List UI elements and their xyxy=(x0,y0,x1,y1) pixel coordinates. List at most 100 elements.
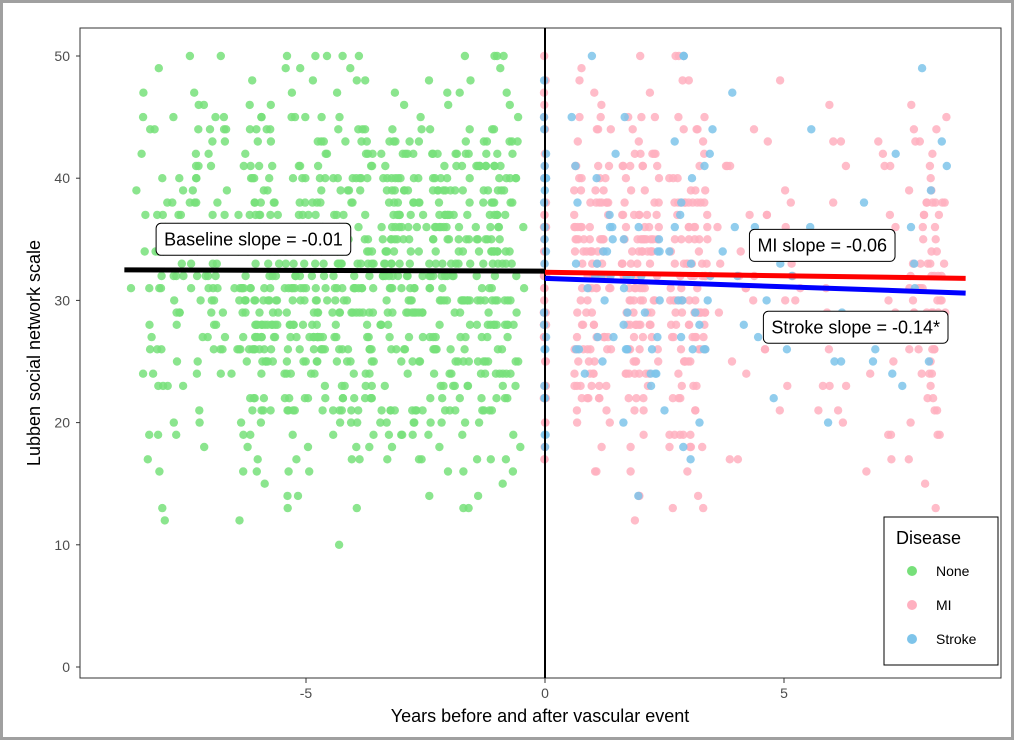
scatter-point-1363 xyxy=(699,332,708,342)
scatter-point-920 xyxy=(268,357,277,366)
scatter-point-358 xyxy=(389,210,398,220)
scatter-point-867 xyxy=(169,271,178,281)
scatter-point-240 xyxy=(443,210,452,220)
scatter-point-102 xyxy=(499,186,509,195)
scatter-point-386 xyxy=(376,418,385,427)
scatter-point-609 xyxy=(295,345,304,354)
scatter-point-499 xyxy=(338,394,348,403)
scatter-point-694 xyxy=(250,394,259,403)
scatter-point-642 xyxy=(301,112,310,122)
scatter-point-340 xyxy=(403,369,412,378)
scatter-point-655 xyxy=(252,467,261,476)
scatter-point-124 xyxy=(489,247,498,256)
scatter-point-1151 xyxy=(598,357,607,366)
scatter-point-620 xyxy=(298,320,308,329)
scatter-point-893 xyxy=(172,357,182,366)
scatter-point-1547 xyxy=(885,210,895,220)
scatter-point-485 xyxy=(333,174,342,183)
scatter-point-85 xyxy=(482,149,491,158)
scatter-point-1134 xyxy=(576,186,586,195)
scatter-point-365 xyxy=(382,418,391,427)
scatter-point-1551 xyxy=(886,430,896,439)
scatter-point-1270 xyxy=(634,247,644,256)
scatter-point-1160 xyxy=(609,332,618,342)
scatter-point-795 xyxy=(200,442,209,452)
scatter-point-417 xyxy=(332,88,342,97)
scatter-point-344 xyxy=(402,308,411,317)
scatter-point-749 xyxy=(251,320,260,329)
scatter-point-1126 xyxy=(592,467,601,476)
scatter-point-1092 xyxy=(601,174,610,183)
scatter-point-1377 xyxy=(685,442,695,452)
scatter-point-1193 xyxy=(628,247,637,256)
scatter-point-1592 xyxy=(928,149,937,158)
scatter-point-894 xyxy=(158,174,167,183)
scatter-point-1615 xyxy=(909,125,919,134)
scatter-point-224 xyxy=(438,259,447,268)
scatter-point-1367 xyxy=(690,332,700,342)
scatter-point-819 xyxy=(192,198,201,207)
scatter-point-196 xyxy=(428,174,438,183)
scatter-point-1560 xyxy=(868,357,878,366)
scatter-point-474 xyxy=(369,259,378,268)
scatter-point-1113 xyxy=(576,222,585,232)
scatter-point-1173 xyxy=(626,186,636,195)
scatter-point-1268 xyxy=(636,149,645,158)
scatter-point-324 xyxy=(397,284,406,293)
scatter-point-1452 xyxy=(679,51,688,61)
scatter-point-632 xyxy=(316,198,325,207)
scatter-point-148 xyxy=(458,430,467,439)
scatter-point-882 xyxy=(169,112,178,122)
annotation-2: Stroke slope = -0.14* xyxy=(762,310,949,344)
scatter-point-347 xyxy=(414,137,424,146)
scatter-point-1186 xyxy=(626,467,635,476)
scatter-point-500 xyxy=(336,186,345,195)
scatter-point-597 xyxy=(311,284,320,293)
scatter-point-325 xyxy=(409,174,419,183)
scatter-point-185 xyxy=(464,357,473,366)
scatter-point-1218 xyxy=(618,259,627,268)
scatter-point-1470 xyxy=(716,259,725,268)
scatter-point-740 xyxy=(260,479,269,488)
scatter-point-732 xyxy=(260,345,269,354)
scatter-point-932 xyxy=(211,271,220,281)
scatter-point-608 xyxy=(283,503,292,513)
scatter-point-162 xyxy=(465,125,474,134)
scatter-point-1525 xyxy=(829,137,838,146)
scatter-point-495 xyxy=(349,369,358,378)
scatter-point-1471 xyxy=(727,357,737,366)
scatter-point-475 xyxy=(354,222,363,232)
scatter-point-63 xyxy=(472,235,481,244)
scatter-point-1325 xyxy=(674,369,683,378)
scatter-point-238 xyxy=(425,125,435,134)
scatter-point-483 xyxy=(365,369,374,378)
scatter-point-1453 xyxy=(660,406,669,415)
legend-key-none xyxy=(907,566,917,576)
scatter-point-511 xyxy=(365,345,374,354)
scatter-point-534 xyxy=(281,63,290,73)
scatter-point-510 xyxy=(353,259,362,268)
scatter-point-90 xyxy=(503,296,512,305)
scatter-point-1648 xyxy=(942,161,951,171)
scatter-point-61 xyxy=(490,51,499,61)
legend: Disease None MI Stroke xyxy=(883,516,999,666)
scatter-point-405 xyxy=(369,430,378,439)
annotation-text-2: Stroke slope = -0.14* xyxy=(771,317,940,337)
scatter-point-1346 xyxy=(691,296,700,305)
scatter-point-1156 xyxy=(583,284,592,293)
scatter-point-1523 xyxy=(836,137,846,146)
scatter-point-120 xyxy=(499,51,508,61)
scatter-point-25 xyxy=(477,284,487,293)
scatter-point-1476 xyxy=(736,247,745,256)
x-axis-title: Years before and after vascular event xyxy=(391,706,690,726)
scatter-point-1415 xyxy=(679,357,689,366)
scatter-point-391 xyxy=(369,284,378,293)
scatter-point-931 xyxy=(516,442,525,452)
scatter-point-81 xyxy=(473,491,483,501)
scatter-point-1312 xyxy=(655,247,664,256)
scatter-point-1065 xyxy=(577,174,586,183)
scatter-point-172 xyxy=(444,235,454,244)
scatter-point-110 xyxy=(477,394,486,403)
scatter-point-275 xyxy=(377,149,386,158)
scatter-point-1625 xyxy=(911,137,920,146)
